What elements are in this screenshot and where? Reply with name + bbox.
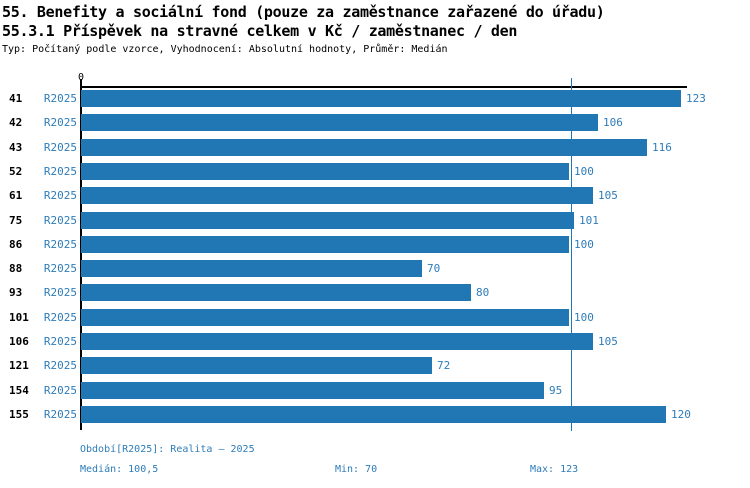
x-axis-line	[80, 86, 687, 88]
x-axis-zero-label: 0	[77, 72, 85, 83]
category-label: 86	[9, 237, 23, 251]
category-label: 43	[9, 140, 23, 154]
value-bar	[81, 162, 569, 180]
footer-period-label: Období[R2025]: Realita – 2025	[80, 444, 255, 455]
chart-row: 155 R2025 120	[0, 405, 750, 423]
chart-row: 42 R2025 106	[0, 114, 750, 132]
value-label: 106	[603, 116, 623, 130]
chart-row: 61 R2025 105	[0, 187, 750, 205]
value-label: 70	[427, 262, 441, 276]
value-label: 123	[686, 92, 706, 105]
value-label: 100	[574, 310, 594, 324]
value-label: 100	[574, 164, 594, 178]
value-label: 80	[476, 286, 490, 300]
series-label: R2025	[43, 116, 77, 130]
value-label: 95	[549, 383, 563, 397]
value-label: 105	[598, 189, 618, 203]
chart-row: 106 R2025 105	[0, 333, 750, 350]
series-label: R2025	[43, 310, 77, 324]
value-label: 116	[652, 140, 672, 154]
footer-max-stat: Max: 123	[530, 464, 579, 475]
category-label: 41	[9, 92, 23, 105]
category-label: 121	[9, 359, 29, 373]
footer-median-stat: Medián: 100,5	[80, 464, 159, 475]
value-bar	[81, 138, 647, 156]
series-label: R2025	[43, 140, 77, 154]
chart-row: 75 R2025 101	[0, 211, 750, 229]
median-marker-line	[571, 78, 572, 431]
category-label: 52	[9, 164, 23, 178]
chart-row: 41 R2025 123	[0, 90, 750, 107]
value-bar	[81, 357, 432, 375]
value-bar	[81, 308, 569, 326]
value-bar	[81, 405, 666, 423]
chart-row: 88 R2025 70	[0, 260, 750, 278]
chart-row: 86 R2025 100	[0, 235, 750, 253]
value-bar	[81, 260, 422, 278]
value-label: 101	[579, 213, 599, 227]
category-label: 106	[9, 335, 29, 348]
category-label: 61	[9, 189, 23, 203]
value-bar	[81, 333, 593, 350]
category-label: 154	[9, 383, 29, 397]
value-bar	[81, 187, 593, 205]
chart-subtitle: 55.3.1 Příspěvek na stravné celkem v Kč …	[2, 22, 518, 40]
value-bar	[81, 235, 569, 253]
category-label: 93	[9, 286, 23, 300]
series-label: R2025	[43, 164, 77, 178]
series-label: R2025	[43, 407, 77, 421]
value-label: 100	[574, 237, 594, 251]
series-label: R2025	[43, 359, 77, 373]
chart-row: 43 R2025 116	[0, 138, 750, 156]
series-label: R2025	[43, 262, 77, 276]
y-axis-line	[80, 86, 82, 430]
value-label: 120	[671, 407, 691, 421]
series-label: R2025	[43, 286, 77, 300]
value-bar	[81, 114, 598, 132]
chart-title: 55. Benefity a sociální fond (pouze za z…	[2, 3, 605, 21]
series-label: R2025	[43, 189, 77, 203]
chart-row: 121 R2025 72	[0, 357, 750, 375]
value-bar	[81, 381, 544, 399]
series-label: R2025	[43, 213, 77, 227]
value-bar	[81, 284, 471, 302]
chart-row: 52 R2025 100	[0, 162, 750, 180]
value-bar	[81, 211, 574, 229]
category-label: 155	[9, 407, 29, 421]
category-label: 88	[9, 262, 23, 276]
chart-meta-info: Typ: Počítaný podle vzorce, Vyhodnocení:…	[2, 44, 448, 55]
footer-min-stat: Min: 70	[335, 464, 378, 475]
chart-row: 154 R2025 95	[0, 381, 750, 399]
series-label: R2025	[43, 92, 77, 105]
chart-row: 93 R2025 80	[0, 284, 750, 302]
x-axis-zero-tick	[80, 79, 82, 86]
category-label: 101	[9, 310, 29, 324]
category-label: 42	[9, 116, 23, 130]
category-label: 75	[9, 213, 23, 227]
value-bar	[81, 90, 681, 107]
series-label: R2025	[43, 237, 77, 251]
series-label: R2025	[43, 335, 77, 348]
chart-row: 101 R2025 100	[0, 308, 750, 326]
series-label: R2025	[43, 383, 77, 397]
value-label: 72	[437, 359, 451, 373]
value-label: 105	[598, 335, 618, 348]
